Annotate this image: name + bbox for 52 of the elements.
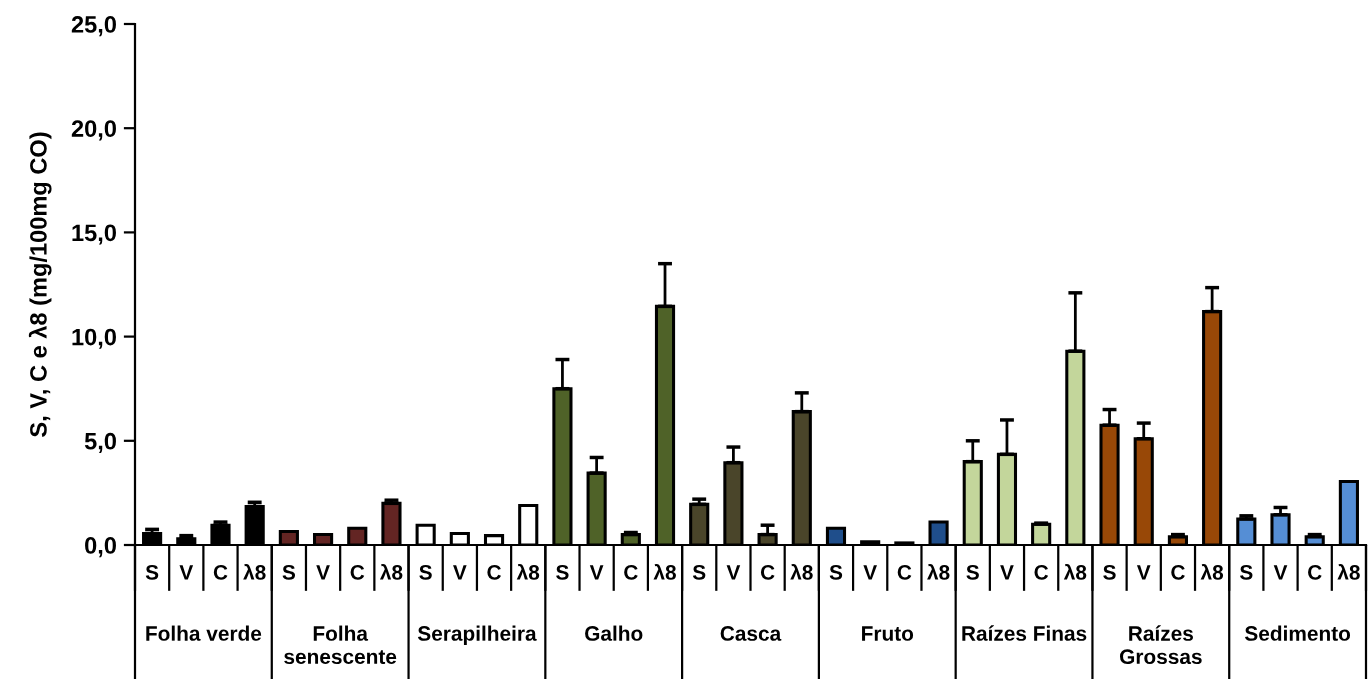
y-tick-label: 20,0 — [71, 120, 116, 141]
x-tick-label: C — [1034, 564, 1049, 580]
x-tick-label: S — [145, 564, 159, 580]
x-tick-label: λ8 — [516, 563, 540, 580]
x-tick-label: S — [419, 564, 432, 580]
x-tick-label: V — [863, 565, 877, 580]
text: Raízes Finas — [962, 625, 1087, 641]
x-tick-label: S — [1239, 564, 1253, 580]
x-tick-label: C — [760, 564, 775, 580]
x-tick-label: C — [1171, 564, 1185, 580]
x-tick-label: S — [692, 564, 706, 580]
x-tick-label: V — [589, 565, 604, 580]
x-tick-label: λ8 — [243, 563, 266, 580]
x-tick-label: S — [1103, 564, 1116, 580]
x-tick-label: C — [213, 564, 228, 580]
x-tick-label: V — [1136, 565, 1151, 580]
x-tick-label: C — [1308, 564, 1322, 580]
x-tick-label: λ8 — [1063, 563, 1087, 580]
x-tick-label: S — [966, 564, 979, 580]
x-tick-label: V — [1273, 565, 1288, 580]
x-tick-label: S — [829, 564, 843, 580]
x-tick-label: V — [179, 565, 194, 580]
x-tick-label: V — [726, 565, 741, 580]
x-tick-label: λ8 — [1337, 563, 1360, 580]
x-tick-label: λ8 — [1200, 563, 1224, 580]
x-tick-label: V — [1000, 565, 1014, 580]
y-tick-label: 10,0 — [72, 328, 116, 349]
x-tick-label: λ8 — [790, 563, 813, 580]
x-tick-label: λ8 — [927, 563, 950, 580]
text: Galho — [585, 625, 643, 641]
text: Fruto — [862, 626, 914, 641]
text: Serapilheira — [417, 625, 537, 645]
x-tick-label: C — [624, 564, 638, 580]
text: Folha verde — [146, 625, 262, 641]
text: Raízes Grossas — [1120, 625, 1202, 665]
x-tick-label: S — [556, 564, 569, 580]
y-axis-title: S, V, C e λ8 (mg/100mg CO) — [28, 132, 52, 437]
x-tick-label: V — [316, 565, 330, 580]
text: Casca — [720, 626, 782, 641]
text: Folha senescente — [284, 625, 397, 665]
y-tick-label: 25,0 — [71, 16, 116, 37]
y-tick-label: 5,0 — [84, 432, 116, 454]
text: Sedimento — [1244, 625, 1351, 641]
y-tick-label: 15,0 — [72, 224, 116, 245]
x-tick-label: C — [350, 564, 365, 580]
x-tick-label: C — [487, 564, 501, 580]
x-tick-label: V — [453, 565, 467, 580]
x-tick-label: λ8 — [653, 563, 676, 580]
y-tick-label: 0,0 — [85, 537, 116, 558]
x-tick-label: λ8 — [379, 563, 403, 580]
x-tick-label: S — [282, 564, 296, 580]
x-tick-label: C — [897, 564, 912, 580]
